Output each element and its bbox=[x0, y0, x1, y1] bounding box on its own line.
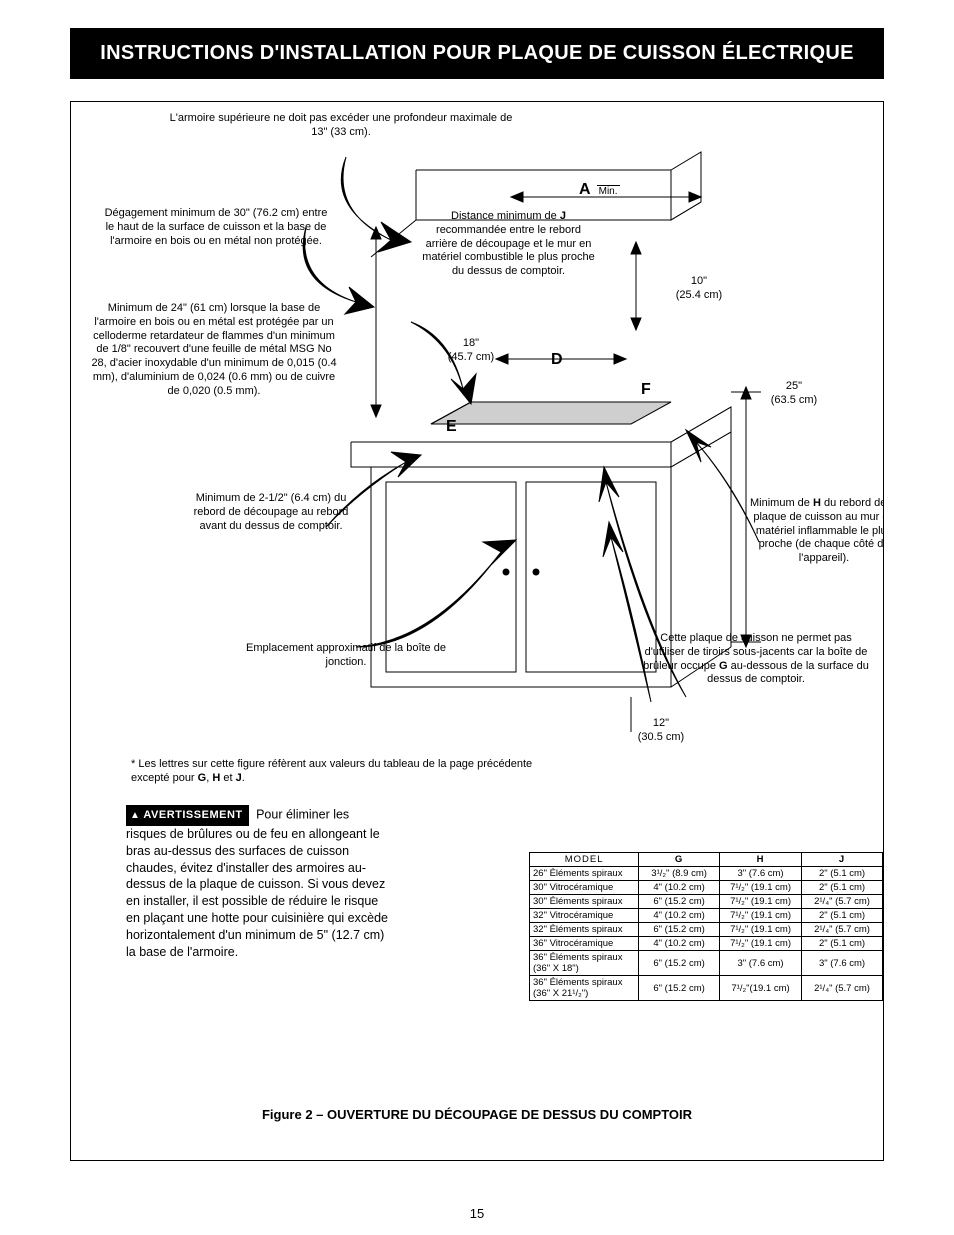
warning-text: Pour éliminer les risques de brûlures ou… bbox=[126, 808, 388, 959]
cell-value: 2" (5.1 cm) bbox=[802, 867, 883, 881]
dim-F: F bbox=[641, 380, 651, 400]
callout-G: Cette plaque de cuisson ne permet pas d'… bbox=[641, 632, 871, 687]
cell-value: 3" (7.6 cm) bbox=[720, 951, 802, 976]
spec-table: MODEL G H J 26" Éléments spiraux3¹/₂" (8… bbox=[529, 852, 883, 1001]
table-row: 26" Éléments spiraux3¹/₂" (8.9 cm)3" (7.… bbox=[530, 867, 883, 881]
cell-model: 36" Éléments spiraux (36" X 18") bbox=[530, 951, 639, 976]
cell-value: 2" (5.1 cm) bbox=[802, 881, 883, 895]
cell-model: 36" Éléments spiraux (36" X 21¹/₂") bbox=[530, 976, 639, 1001]
table-row: 32" Éléments spiraux6" (15.2 cm)7¹/₂" (1… bbox=[530, 923, 883, 937]
table-row: 36" Vitrocéramique4" (10.2 cm)7¹/₂" (19.… bbox=[530, 937, 883, 951]
th-J: J bbox=[802, 853, 883, 867]
table-row: 30" Éléments spiraux6" (15.2 cm)7¹/₂" (1… bbox=[530, 895, 883, 909]
footnote: * Les lettres sur cette figure réfèrent … bbox=[131, 757, 551, 786]
dim-25: 25"(63.5 cm) bbox=[759, 380, 829, 408]
dim-12: 12"(30.5 cm) bbox=[626, 717, 696, 745]
cell-model: 30" Vitrocéramique bbox=[530, 881, 639, 895]
cell-value: 4" (10.2 cm) bbox=[639, 881, 720, 895]
cell-value: 7¹/₂"(19.1 cm) bbox=[720, 976, 802, 1001]
cell-model: 32" Vitrocéramique bbox=[530, 909, 639, 923]
cell-value: 3" (7.6 cm) bbox=[802, 951, 883, 976]
cell-value: 3" (7.6 cm) bbox=[720, 867, 802, 881]
callout-H: Minimum de H du rebord de la plaque de c… bbox=[739, 497, 884, 566]
cell-value: 6" (15.2 cm) bbox=[639, 976, 720, 1001]
callout-front-ledge: Minimum de 2-1/2" (6.4 cm) du rebord de … bbox=[181, 492, 361, 533]
th-H: H bbox=[720, 853, 802, 867]
cell-value: 3¹/₂" (8.9 cm) bbox=[639, 867, 720, 881]
cell-value: 2" (5.1 cm) bbox=[802, 937, 883, 951]
th-G: G bbox=[639, 853, 720, 867]
cell-value: 7¹/₂" (19.1 cm) bbox=[720, 881, 802, 895]
cell-value: 2¹/₄" (5.7 cm) bbox=[802, 895, 883, 909]
cell-value: 6" (15.2 cm) bbox=[639, 923, 720, 937]
cell-value: 4" (10.2 cm) bbox=[639, 909, 720, 923]
table-row: 36" Éléments spiraux (36" X 18")6" (15.2… bbox=[530, 951, 883, 976]
figure-area: A Min. 10"(25.4 cm) 18"(45.7 cm) D F E 2… bbox=[70, 101, 884, 1161]
callout-junction-box: Emplacement approximatif de la boîte de … bbox=[246, 642, 446, 670]
figure-caption: Figure 2 – OUVERTURE DU DÉCOUPAGE DE DES… bbox=[71, 1107, 883, 1122]
cell-value: 2¹/₄" (5.7 cm) bbox=[802, 976, 883, 1001]
cell-model: 30" Éléments spiraux bbox=[530, 895, 639, 909]
warning-label: AVERTISSEMENT bbox=[126, 805, 249, 826]
dim-A: A Min. bbox=[579, 180, 620, 200]
cell-value: 7¹/₂" (19.1 cm) bbox=[720, 923, 802, 937]
dim-10: 10"(25.4 cm) bbox=[669, 275, 729, 303]
dim-D: D bbox=[551, 350, 563, 370]
table-row: 32" Vitrocéramique4" (10.2 cm)7¹/₂" (19.… bbox=[530, 909, 883, 923]
page-title: INSTRUCTIONS D'INSTALLATION POUR PLAQUE … bbox=[70, 28, 884, 79]
cell-value: 7¹/₂" (19.1 cm) bbox=[720, 909, 802, 923]
cell-value: 7¹/₂" (19.1 cm) bbox=[720, 937, 802, 951]
dim-18: 18"(45.7 cm) bbox=[436, 337, 506, 365]
callout-J: Distance minimum de J recommandée entre … bbox=[421, 210, 596, 279]
th-model: MODEL bbox=[530, 853, 639, 867]
cell-value: 4" (10.2 cm) bbox=[639, 937, 720, 951]
cell-value: 6" (15.2 cm) bbox=[639, 895, 720, 909]
cell-model: 36" Vitrocéramique bbox=[530, 937, 639, 951]
cell-value: 2" (5.1 cm) bbox=[802, 909, 883, 923]
warning-box: AVERTISSEMENT Pour éliminer les risques … bbox=[126, 805, 388, 961]
table-row: 30" Vitrocéramique4" (10.2 cm)7¹/₂" (19.… bbox=[530, 881, 883, 895]
callout-upper-cabinet: L'armoire supérieure ne doit pas excéder… bbox=[166, 112, 516, 140]
cell-value: 2¹/₄" (5.7 cm) bbox=[802, 923, 883, 937]
cell-value: 7¹/₂" (19.1 cm) bbox=[720, 895, 802, 909]
cell-value: 6" (15.2 cm) bbox=[639, 951, 720, 976]
page-number: 15 bbox=[0, 1206, 954, 1221]
callout-clearance-24: Minimum de 24" (61 cm) lorsque la base d… bbox=[89, 302, 339, 398]
dim-E: E bbox=[446, 417, 457, 437]
callout-clearance-30: Dégagement minimum de 30" (76.2 cm) entr… bbox=[101, 207, 331, 248]
table-row: 36" Éléments spiraux (36" X 21¹/₂")6" (1… bbox=[530, 976, 883, 1001]
cell-model: 32" Éléments spiraux bbox=[530, 923, 639, 937]
cell-model: 26" Éléments spiraux bbox=[530, 867, 639, 881]
